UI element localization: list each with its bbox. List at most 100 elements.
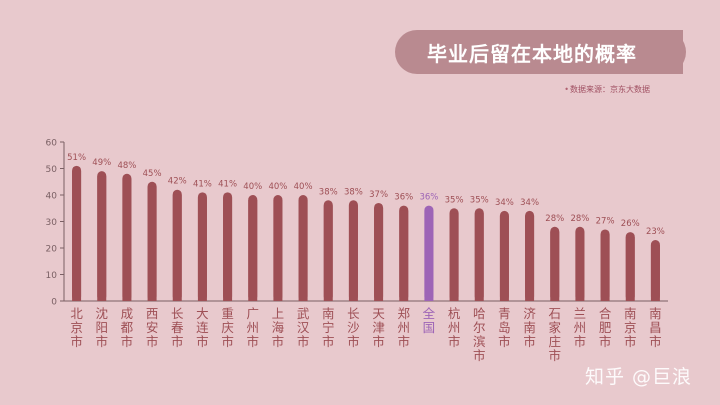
data-label-广州市: 40% xyxy=(243,182,262,192)
x-tick-label-哈尔滨市: 尔 xyxy=(473,320,486,335)
x-tick-label-石家庄市: 市 xyxy=(548,348,561,363)
x-tick-label-南京市: 京 xyxy=(624,320,637,335)
data-label-西安市: 45% xyxy=(143,169,162,179)
x-tick-label-南京市: 南 xyxy=(624,306,637,321)
x-tick-label-沈阳市: 沈 xyxy=(95,306,108,321)
x-tick-label-上海市: 上 xyxy=(272,306,285,321)
bar-base-长沙市 xyxy=(348,205,358,301)
x-tick-label-长沙市: 市 xyxy=(347,334,360,349)
x-tick-label-大连市: 市 xyxy=(196,334,209,349)
data-label-郑州市: 36% xyxy=(394,193,413,203)
x-tick-label-济南市: 南 xyxy=(523,320,536,335)
x-tick-label-济南市: 市 xyxy=(523,334,536,349)
x-tick-label-杭州市: 市 xyxy=(448,334,461,349)
x-tick-label-天津市: 市 xyxy=(372,334,385,349)
x-tick-label-合肥市: 肥 xyxy=(599,320,612,335)
x-tick-label-兰州市: 兰 xyxy=(574,306,587,321)
x-tick-label-长春市: 长 xyxy=(171,306,184,321)
bar-base-济南市 xyxy=(525,215,535,301)
x-tick-label-杭州市: 杭 xyxy=(448,306,461,321)
x-tick-label-长春市: 春 xyxy=(171,320,184,335)
data-label-武汉市: 40% xyxy=(294,182,313,192)
x-tick-label-武汉市: 武 xyxy=(297,306,310,321)
x-tick-label-青岛市: 市 xyxy=(498,334,511,349)
x-tick-label-郑州市: 市 xyxy=(397,334,410,349)
bar-base-石家庄市 xyxy=(550,231,560,301)
data-label-北京市: 51% xyxy=(67,153,86,163)
x-tick-label-沈阳市: 阳 xyxy=(95,320,108,335)
bar-base-杭州市 xyxy=(449,213,459,301)
x-tick-label-石家庄市: 石 xyxy=(548,306,561,321)
bar-base-南昌市 xyxy=(650,245,660,301)
x-tick-label-长沙市: 沙 xyxy=(347,320,360,335)
bar-base-西安市 xyxy=(147,186,157,301)
x-tick-label-成都市: 成 xyxy=(121,306,134,321)
data-label-沈阳市: 49% xyxy=(92,158,111,168)
x-tick-label-广州市: 市 xyxy=(246,334,259,349)
x-tick-label-郑州市: 州 xyxy=(397,320,410,335)
bar-base-沈阳市 xyxy=(97,176,107,301)
bar-base-合肥市 xyxy=(600,234,610,301)
bar-base-广州市 xyxy=(248,200,258,301)
x-tick-label-杭州市: 州 xyxy=(448,320,461,335)
x-tick-label-南宁市: 市 xyxy=(322,334,335,349)
x-tick-label-南宁市: 宁 xyxy=(322,320,335,335)
x-tick-label-哈尔滨市: 哈 xyxy=(473,306,486,321)
bar-base-南宁市 xyxy=(323,205,333,301)
data-source-text: 数据来源：京东大数据 xyxy=(570,85,650,94)
bullet-icon: • xyxy=(564,85,569,94)
x-tick-label-南昌市: 南 xyxy=(649,306,662,321)
x-tick-label-天津市: 天 xyxy=(372,306,385,321)
bar-base-青岛市 xyxy=(499,215,509,301)
data-label-上海市: 40% xyxy=(268,182,287,192)
x-tick-label-西安市: 安 xyxy=(146,320,159,335)
data-label-石家庄市: 28% xyxy=(545,214,564,224)
y-tick-label: 0 xyxy=(51,298,57,308)
x-tick-label-南昌市: 昌 xyxy=(649,320,662,335)
x-tick-label-广州市: 州 xyxy=(246,320,259,335)
data-label-兰州市: 28% xyxy=(570,214,589,224)
y-tick-label: 30 xyxy=(46,218,58,228)
bar-base-天津市 xyxy=(374,207,384,301)
bar-base-兰州市 xyxy=(575,231,585,301)
data-label-南京市: 26% xyxy=(621,219,640,229)
y-tick-label: 20 xyxy=(46,245,58,255)
x-tick-label-北京市: 市 xyxy=(70,334,83,349)
x-tick-label-重庆市: 庆 xyxy=(221,320,234,335)
x-tick-label-长沙市: 长 xyxy=(347,306,360,321)
x-tick-label-青岛市: 岛 xyxy=(498,320,511,335)
x-tick-label-济南市: 济 xyxy=(523,306,536,321)
x-tick-label-南昌市: 市 xyxy=(649,334,662,349)
chart-title: 毕业后留在本地的概率 xyxy=(427,41,637,66)
x-tick-label-成都市: 都 xyxy=(121,320,134,335)
bar-base-成都市 xyxy=(122,178,132,301)
x-tick-label-北京市: 北 xyxy=(70,306,83,321)
data-label-济南市: 34% xyxy=(520,198,539,208)
x-tick-label-上海市: 市 xyxy=(272,334,285,349)
data-label-长沙市: 38% xyxy=(344,187,363,197)
data-label-成都市: 48% xyxy=(117,161,136,171)
title-banner: 毕业后留在本地的概率 xyxy=(395,30,683,74)
x-tick-label-重庆市: 市 xyxy=(221,334,234,349)
data-label-哈尔滨市: 35% xyxy=(470,195,489,205)
x-tick-label-合肥市: 市 xyxy=(599,334,612,349)
y-tick-label: 50 xyxy=(46,165,58,175)
data-label-合肥市: 27% xyxy=(596,216,615,226)
bar-base-武汉市 xyxy=(298,200,308,301)
y-tick-label: 40 xyxy=(46,192,58,202)
data-label-青岛市: 34% xyxy=(495,198,514,208)
x-tick-label-兰州市: 市 xyxy=(574,334,587,349)
bar-base-长春市 xyxy=(172,194,182,301)
x-tick-label-石家庄市: 家 xyxy=(548,320,561,335)
data-source-note: •数据来源：京东大数据 xyxy=(564,84,650,95)
y-tick-label: 10 xyxy=(46,271,58,281)
x-tick-label-南京市: 市 xyxy=(624,334,637,349)
x-tick-label-重庆市: 重 xyxy=(221,306,234,321)
x-tick-label-哈尔滨市: 滨 xyxy=(473,334,486,349)
x-tick-label-西安市: 西 xyxy=(146,306,159,321)
x-tick-label-兰州市: 州 xyxy=(574,320,587,335)
x-tick-label-天津市: 津 xyxy=(372,320,385,335)
x-tick-label-西安市: 市 xyxy=(146,334,159,349)
x-tick-label-合肥市: 合 xyxy=(599,306,612,321)
x-tick-label-沈阳市: 市 xyxy=(95,334,108,349)
